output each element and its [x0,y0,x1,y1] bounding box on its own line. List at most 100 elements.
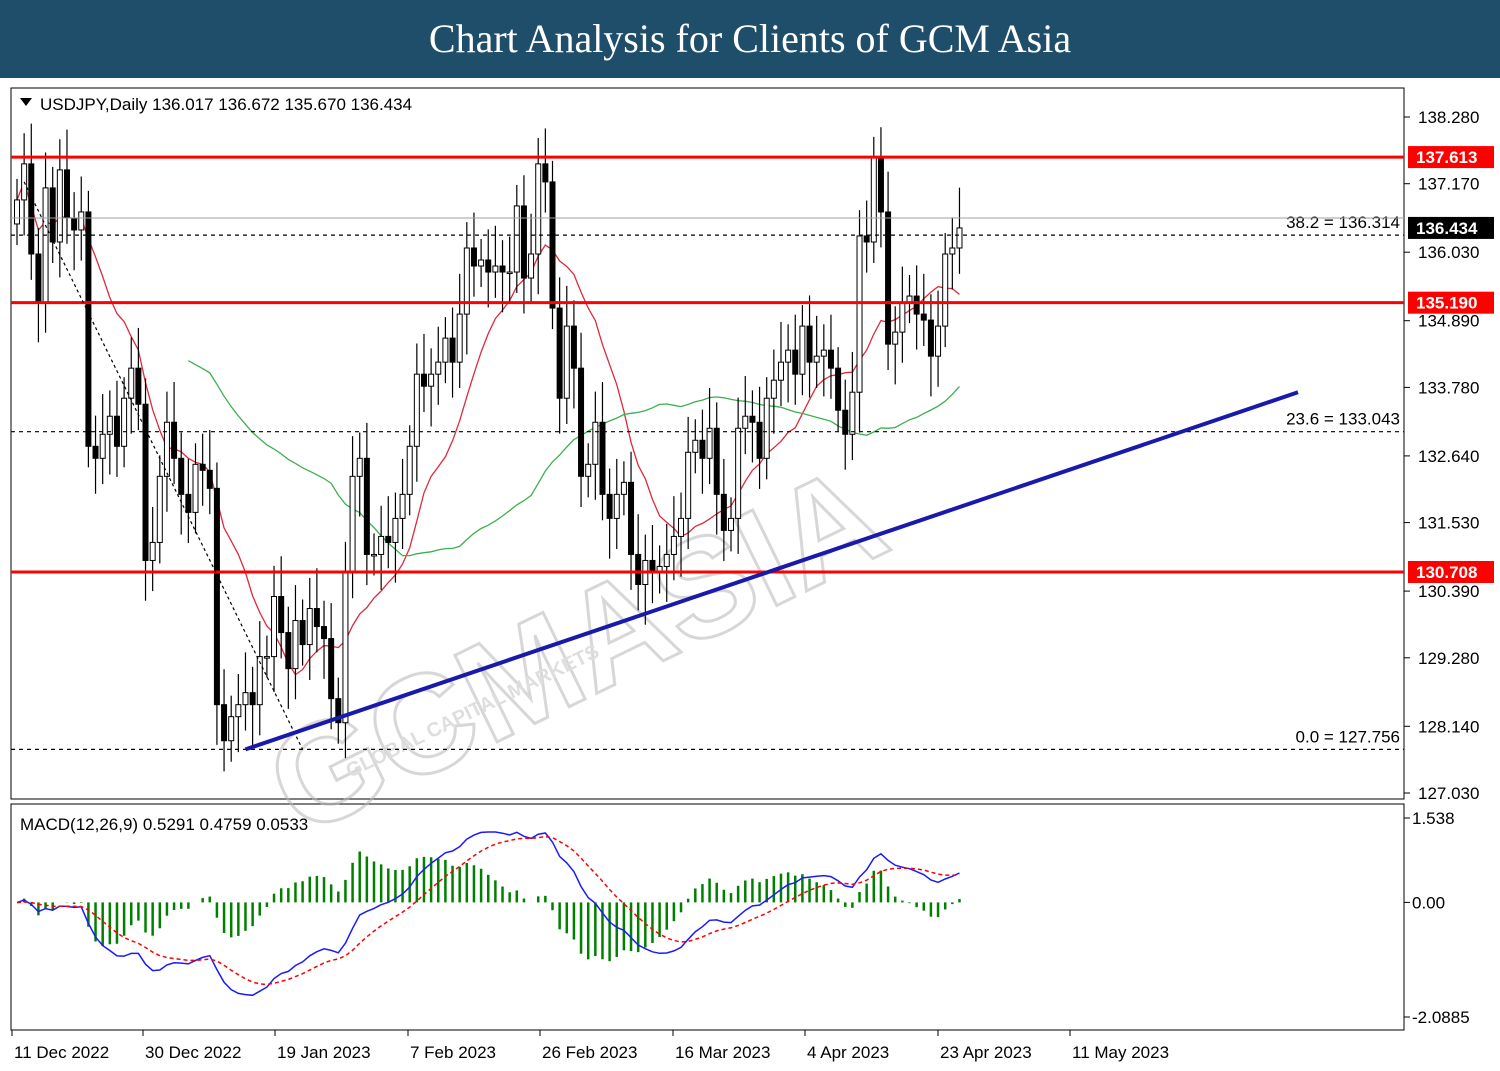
candle-body [135,367,142,405]
candle-body [563,325,570,399]
trendline-group [244,390,1299,752]
candle-body [849,391,856,435]
candle-body [842,409,849,435]
candle-body [185,493,192,513]
price-tick-label: 137.170 [1418,175,1479,194]
price-tick-label: 132.640 [1418,447,1479,466]
candle-body [42,187,49,303]
candle-body [128,367,135,399]
price-tick-label: 131.530 [1418,514,1479,533]
price-axis: 138.280 137.170 136.030 134.890 133.780 132.6… [1404,108,1479,803]
candle-body [371,553,377,557]
candle-body [256,656,263,706]
date-tick-label: 19 Jan 2023 [277,1043,371,1062]
current-price-label: 136.434 [1416,219,1478,238]
collapse-triangle-icon[interactable] [20,98,32,106]
candle-body [406,445,413,495]
candle-body [513,205,520,273]
price-panel-frame [10,87,1405,800]
candle-body [935,325,942,357]
candle-body [28,163,35,255]
candle-body [21,163,28,201]
candle-body [542,163,549,183]
candle-body [313,608,320,628]
candle-body [599,421,606,495]
macd-panel-frame [10,803,1405,1031]
candle-body [585,463,592,477]
level-price-label: 137.613 [1416,148,1477,167]
candle-body [413,373,420,447]
candle-body [35,253,42,303]
candle-body [692,439,699,453]
price-tick-label: 129.280 [1418,649,1479,668]
date-tick-label: 26 Feb 2023 [542,1043,637,1062]
candle-body [506,271,513,275]
candle-body [470,247,477,267]
price-tick-label: 134.890 [1418,312,1479,331]
candle-body [706,427,713,459]
candle-body [385,535,392,543]
candle-body [378,535,385,555]
chart-background [0,78,1500,1071]
candle-body [14,199,20,225]
current-price-box [1408,216,1494,239]
candle-body [806,325,813,363]
candle-body [785,349,792,363]
candle-body [442,337,449,363]
candle-body [920,313,927,321]
date-tick-label: 23 Apr 2023 [940,1043,1032,1062]
candle-body [528,253,535,279]
candle-body [63,169,70,219]
date-tick-label: 4 Apr 2023 [807,1043,889,1062]
date-tick-label: 11 May 2023 [1072,1043,1169,1062]
candle-body [213,487,220,706]
candle-body [820,349,827,357]
candle-body [71,217,78,231]
candle-body [728,517,734,531]
candle-body [163,421,170,477]
symbol-header: USDJPY,Daily 136.017 136.672 135.670 136… [40,95,412,114]
candle-body [85,211,92,447]
candle-body [499,265,506,273]
banner-title: Chart Analysis for Clients of GCM Asia [428,16,1072,61]
chart-panel: GCMASIA GLOBAL CAPITAL MARKETS 137.61313… [0,78,1500,1071]
candle-body [870,157,877,243]
candle-body [520,205,527,279]
candle-body [221,704,228,742]
candle-body [399,493,406,519]
candle-body [835,367,842,411]
date-tick-label: 16 Mar 2023 [675,1043,770,1062]
candle-body [285,632,292,670]
candle-body [106,415,113,435]
candle-body [342,571,349,724]
date-tick-label: 7 Feb 2023 [410,1043,496,1062]
candle-body [949,247,956,255]
macd-tick-label: -2.0885 [1412,1008,1470,1027]
candle-body [363,457,370,555]
candle-body [770,379,777,399]
candle-body [556,307,563,399]
date-tick-label: 11 Dec 2022 [14,1043,109,1062]
fibonacci-levels: 38.2 = 136.314 23.6 = 133.043 0.0 = 127.75… [11,181,1404,750]
candle-body [435,361,442,375]
candle-body [756,421,763,459]
macd-tick-label: 0.00 [1412,893,1445,912]
candle-body [713,427,720,495]
candle-body [827,349,834,369]
candle-body [877,157,884,213]
candle-body [171,421,178,459]
candle-body [428,373,435,387]
candle-body [192,463,199,513]
candle-body [485,259,492,273]
candle-body [349,475,356,573]
candle-body [670,535,677,555]
candle-body [142,403,149,561]
candle-body [763,397,770,459]
candle-body [199,463,206,471]
candle-body [913,295,920,315]
date-tick-label: 30 Dec 2022 [145,1043,241,1062]
candle-body [99,433,106,459]
candle-body [813,355,820,363]
candle-body [321,626,328,640]
candle-body [956,227,963,249]
